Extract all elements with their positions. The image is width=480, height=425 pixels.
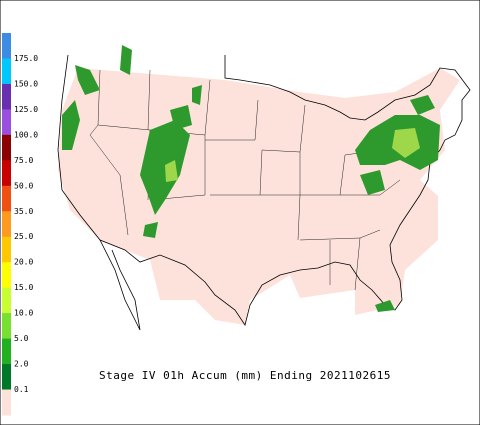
- legend-label: 15.0: [14, 283, 33, 292]
- legend-label: 75.0: [14, 156, 33, 165]
- baja: [99, 239, 141, 331]
- legend-label: 25.0: [14, 232, 33, 241]
- legend-swatch: [2, 236, 11, 263]
- legend-swatch: [2, 211, 11, 238]
- legend-swatch: [2, 287, 11, 314]
- legend-label: 2.0: [14, 360, 29, 369]
- legend-swatch: [2, 134, 11, 161]
- legend-label: 35.0: [14, 207, 33, 216]
- map: [57, 45, 471, 331]
- legend-swatch: [2, 338, 11, 365]
- legend-swatch: [2, 262, 11, 289]
- legend-swatch: [2, 313, 11, 340]
- legend-swatch: [2, 364, 11, 391]
- precip-heavy: [165, 128, 420, 182]
- legend-label: 150.0: [14, 79, 38, 88]
- legend-label: 100.0: [14, 130, 38, 139]
- legend-swatch: [2, 83, 11, 110]
- legend-swatch: [2, 389, 11, 416]
- legend-label: 125.0: [14, 105, 38, 114]
- coastline: [57, 54, 471, 326]
- legend-swatch: [2, 33, 11, 59]
- legend-swatch: [2, 58, 11, 85]
- legend-label: 5.0: [14, 334, 29, 343]
- legend-label: 10.0: [14, 309, 33, 318]
- legend-label: 175.0: [14, 54, 38, 63]
- legend-label: 50.0: [14, 181, 33, 190]
- legend-label: 20.0: [14, 258, 33, 267]
- map-title: Stage IV 01h Accum (mm) Ending 202110261…: [99, 369, 391, 382]
- legend-label: 0.1: [14, 385, 29, 394]
- legend-swatch: [2, 109, 11, 136]
- legend-swatch: [2, 160, 11, 187]
- legend: 175.0 150.0 125.0 100.0 75.0 50.0 35.0 25.0 20.0…: [2, 33, 38, 416]
- legend-swatch: [2, 185, 11, 212]
